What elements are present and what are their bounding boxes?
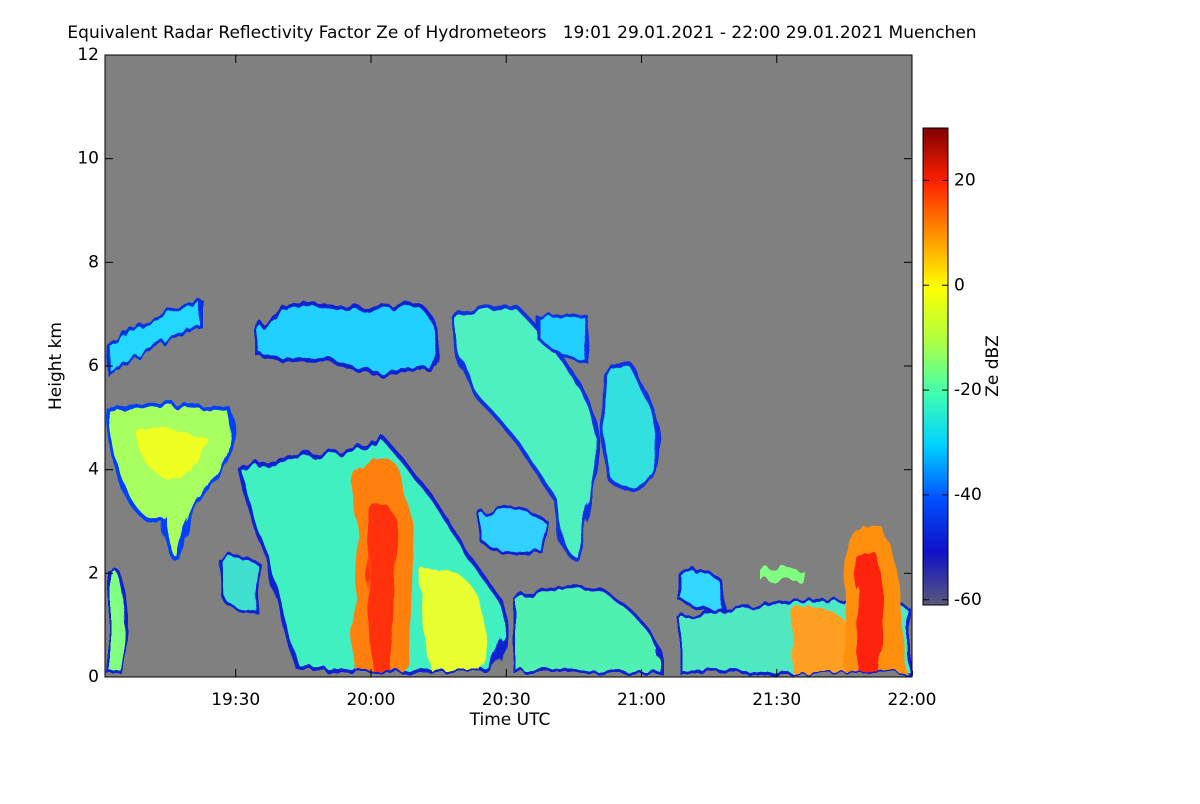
y-tick-label: 4 <box>88 460 99 480</box>
y-tick-label: 10 <box>77 149 99 169</box>
x-tick-label: 20:00 <box>346 690 395 710</box>
y-tick-label: 2 <box>88 563 99 583</box>
y-tick-label: 8 <box>88 252 99 272</box>
x-tick-label: 20:30 <box>482 690 531 710</box>
colorbar-tick-label: -40 <box>954 485 982 505</box>
chart-title: Equivalent Radar Reflectivity Factor Ze … <box>67 23 976 43</box>
colorbar <box>922 127 949 606</box>
y-tick-label: 0 <box>88 667 99 687</box>
reflectivity-field <box>105 297 912 674</box>
x-axis-label: Time UTC <box>469 710 551 730</box>
y-tick-label: 6 <box>88 356 99 376</box>
colorbar-tick-label: 20 <box>954 170 976 190</box>
y-tick-label: 12 <box>77 45 99 65</box>
x-tick-label: 19:30 <box>211 690 260 710</box>
colorbar-label: Ze dBZ <box>983 335 1003 397</box>
colorbar-tick-label: 0 <box>954 275 965 295</box>
x-tick-label: 21:00 <box>617 690 666 710</box>
x-tick-label: 21:30 <box>752 690 801 710</box>
colorbar-tick-label: -20 <box>954 380 982 400</box>
x-tick-label: 22:00 <box>888 690 937 710</box>
y-axis-label: Height km <box>46 322 66 410</box>
colorbar-tick-label: -60 <box>954 590 982 610</box>
